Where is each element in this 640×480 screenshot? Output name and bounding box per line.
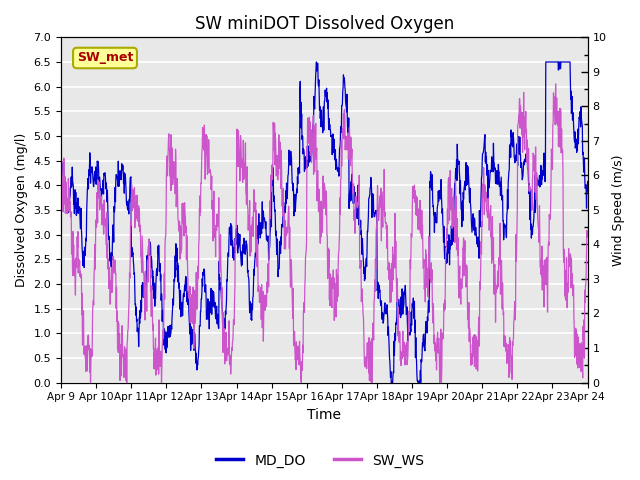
X-axis label: Time: Time bbox=[307, 408, 341, 422]
Y-axis label: Dissolved Oxygen (mg/l): Dissolved Oxygen (mg/l) bbox=[15, 133, 28, 287]
Text: SW_met: SW_met bbox=[77, 51, 133, 64]
Title: SW miniDOT Dissolved Oxygen: SW miniDOT Dissolved Oxygen bbox=[195, 15, 454, 33]
Legend: MD_DO, SW_WS: MD_DO, SW_WS bbox=[210, 448, 430, 473]
Y-axis label: Wind Speed (m/s): Wind Speed (m/s) bbox=[612, 154, 625, 265]
